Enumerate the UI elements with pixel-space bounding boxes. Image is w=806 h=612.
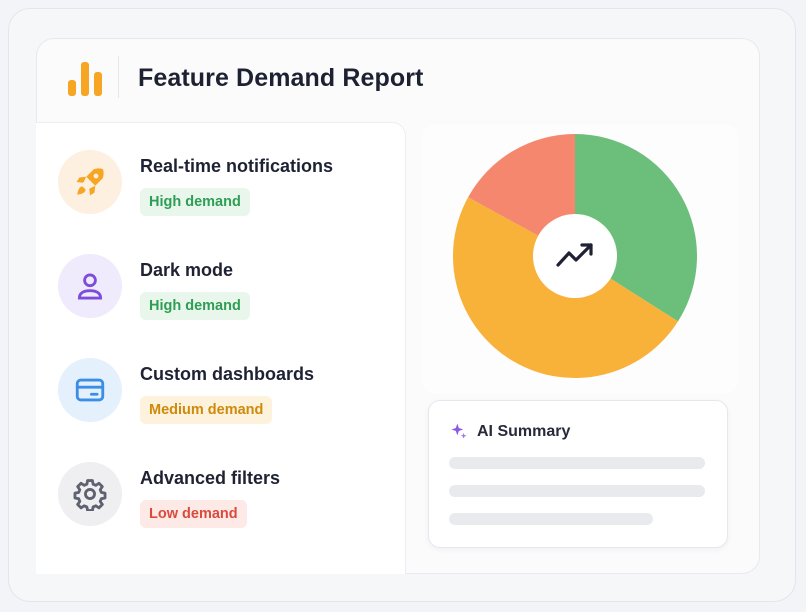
pie-chart-svg — [453, 134, 697, 378]
feature-item-real-time-notifications[interactable]: Real-time notifications High demand — [36, 150, 406, 220]
sparkle-icon — [451, 423, 467, 439]
demand-badge: High demand — [140, 292, 250, 320]
header-divider — [118, 56, 119, 98]
feature-item-advanced-filters[interactable]: Advanced filters Low demand — [36, 462, 406, 532]
card-icon — [58, 358, 122, 422]
rocket-icon — [58, 150, 122, 214]
feature-item-custom-dashboards[interactable]: Custom dashboards Medium demand — [36, 358, 406, 428]
feature-name: Dark mode — [140, 260, 234, 280]
ai-summary-header: AI Summary — [449, 421, 570, 443]
ai-summary-card[interactable]: AI Summary — [428, 400, 728, 548]
feature-item-dark-mode[interactable]: Dark mode High demand — [36, 254, 406, 324]
user-icon — [58, 254, 122, 318]
feature-name: Custom dashboards — [140, 364, 315, 384]
demand-pie-chart — [422, 124, 738, 394]
summary-placeholder-line — [449, 457, 705, 469]
page-title: Feature Demand Report — [138, 64, 424, 92]
summary-placeholder-line — [449, 513, 653, 525]
trending-up-icon — [556, 243, 593, 267]
ai-summary-title: AI Summary — [477, 423, 571, 440]
demand-badge: Low demand — [140, 500, 247, 528]
feature-name: Advanced filters — [140, 468, 281, 488]
feature-list: Real-time notifications High demand Dark… — [36, 122, 406, 574]
gear-icon — [58, 462, 122, 526]
demand-badge: High demand — [140, 188, 250, 216]
pie-center — [533, 214, 617, 298]
feature-name: Real-time notifications — [140, 156, 334, 176]
bar-chart-icon — [66, 58, 106, 96]
report-header: Feature Demand Report — [36, 38, 760, 122]
summary-placeholder-line — [449, 485, 705, 497]
demand-badge: Medium demand — [140, 396, 273, 424]
